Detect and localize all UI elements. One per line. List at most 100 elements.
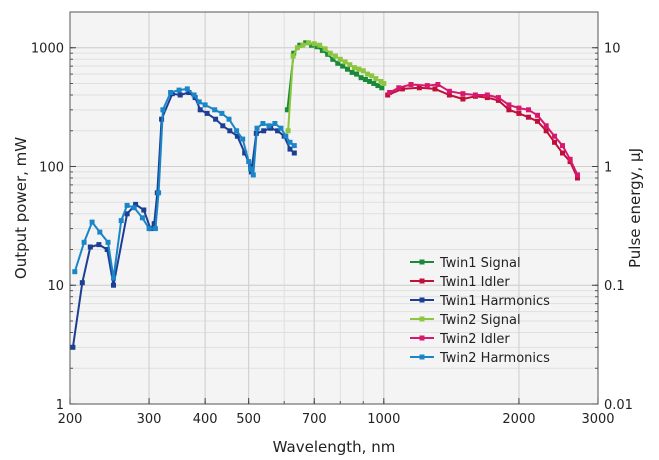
data-point bbox=[552, 139, 557, 145]
data-point bbox=[526, 107, 531, 113]
data-point bbox=[354, 71, 360, 77]
legend-swatch-marker bbox=[419, 335, 425, 341]
data-point bbox=[495, 95, 501, 101]
data-point bbox=[560, 143, 565, 149]
data-point bbox=[151, 221, 157, 227]
x-tick-labels: 200 300 400 500 700 1000 2000 3000 bbox=[58, 412, 615, 427]
legend-swatch-marker bbox=[419, 278, 425, 284]
legend-item: Twin1 Signal bbox=[410, 256, 521, 271]
data-point bbox=[309, 42, 314, 48]
data-point bbox=[332, 53, 338, 59]
data-point bbox=[306, 40, 312, 46]
data-point bbox=[516, 105, 522, 111]
data-point bbox=[275, 128, 281, 134]
x-tick-label: 500 bbox=[236, 412, 261, 427]
data-point bbox=[261, 128, 267, 134]
data-point bbox=[543, 123, 549, 129]
data-point bbox=[248, 166, 254, 172]
data-point bbox=[360, 68, 366, 74]
data-point bbox=[460, 91, 466, 97]
legend-swatch-marker bbox=[419, 259, 425, 265]
data-point bbox=[141, 207, 147, 213]
data-point bbox=[219, 110, 225, 116]
data-point bbox=[284, 107, 290, 113]
data-point bbox=[356, 66, 362, 72]
data-point bbox=[373, 76, 379, 82]
y-tick-labels: 1 10 100 1000 bbox=[31, 42, 64, 413]
data-point bbox=[177, 92, 183, 98]
data-point bbox=[408, 82, 414, 87]
x-tick-label: 3000 bbox=[581, 412, 614, 427]
data-point bbox=[345, 66, 350, 72]
data-point bbox=[317, 42, 323, 48]
data-point bbox=[340, 63, 346, 69]
y2-tick-label: 10 bbox=[604, 42, 621, 57]
data-point bbox=[87, 244, 93, 250]
data-point bbox=[335, 60, 341, 66]
data-point bbox=[184, 86, 190, 92]
data-point bbox=[266, 123, 272, 129]
data-point bbox=[327, 50, 333, 56]
data-point bbox=[311, 41, 317, 47]
data-point bbox=[254, 125, 260, 131]
data-point bbox=[290, 53, 296, 59]
data-point bbox=[506, 107, 512, 113]
data-point bbox=[186, 90, 192, 95]
data-point bbox=[156, 190, 162, 196]
data-point bbox=[367, 79, 373, 84]
x-tick-label: 1000 bbox=[367, 412, 400, 427]
legend-label: Twin1 Signal bbox=[439, 256, 521, 271]
data-point bbox=[526, 114, 531, 120]
data-point bbox=[325, 51, 331, 57]
y-tick-label: 100 bbox=[39, 160, 64, 175]
data-point bbox=[567, 156, 573, 162]
data-point bbox=[287, 146, 293, 152]
data-point bbox=[104, 247, 110, 252]
data-point bbox=[543, 128, 549, 134]
series-4 bbox=[285, 40, 387, 134]
data-point bbox=[152, 226, 158, 232]
y2-tick-label: 0.1 bbox=[604, 279, 625, 294]
data-point bbox=[111, 275, 116, 281]
data-point bbox=[118, 218, 124, 224]
x-tick-label: 400 bbox=[193, 412, 218, 427]
data-point bbox=[278, 125, 284, 131]
data-point bbox=[168, 90, 174, 95]
data-point bbox=[283, 133, 289, 139]
data-point bbox=[160, 107, 166, 113]
data-point bbox=[234, 128, 240, 134]
data-point bbox=[575, 175, 580, 181]
data-point bbox=[506, 102, 512, 108]
data-point bbox=[387, 90, 393, 95]
data-point bbox=[250, 172, 256, 178]
data-point bbox=[176, 87, 182, 93]
y-axis-title: Output power, mW bbox=[12, 137, 30, 279]
data-point bbox=[314, 44, 320, 50]
y-tick-label: 1000 bbox=[31, 42, 64, 57]
data-point bbox=[369, 73, 375, 79]
data-point bbox=[285, 128, 291, 134]
data-point bbox=[516, 110, 522, 116]
data-point bbox=[97, 229, 103, 235]
data-point bbox=[291, 143, 297, 149]
data-point bbox=[196, 99, 202, 105]
legend-swatch-marker bbox=[419, 354, 425, 360]
data-point bbox=[435, 82, 441, 87]
legend-item: Twin1 Harmonics bbox=[410, 294, 550, 309]
data-point bbox=[300, 42, 306, 48]
data-point bbox=[146, 226, 152, 232]
series-5 bbox=[387, 82, 580, 178]
data-point bbox=[79, 280, 85, 286]
legend-swatch-marker bbox=[419, 297, 425, 303]
y2-tick-label: 0.01 bbox=[604, 398, 633, 413]
data-point bbox=[330, 56, 336, 62]
data-point bbox=[105, 239, 111, 245]
legend-swatch-marker bbox=[419, 316, 425, 322]
x-tick-label: 200 bbox=[58, 412, 83, 427]
legend-item: Twin2 Signal bbox=[410, 313, 521, 328]
data-point bbox=[294, 45, 300, 51]
data-point bbox=[226, 116, 232, 122]
data-point bbox=[246, 159, 252, 165]
data-point bbox=[234, 133, 240, 139]
y2-tick-labels: 0.01 0.1 1 10 bbox=[604, 42, 633, 413]
